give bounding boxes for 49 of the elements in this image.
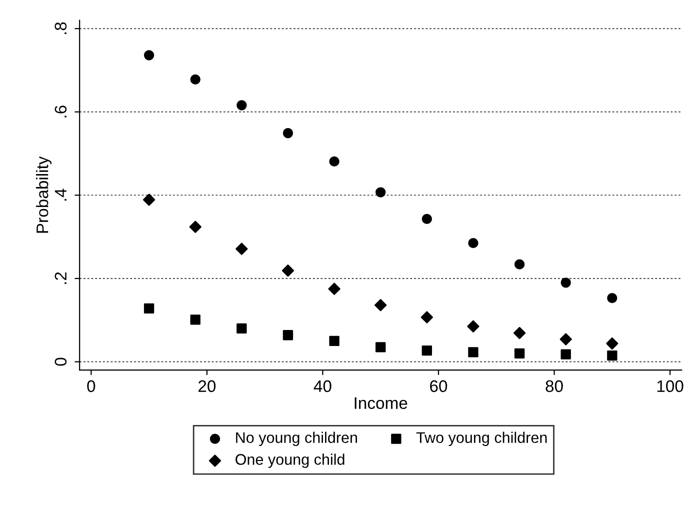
y-tick-label: .8: [54, 22, 67, 34]
point: [560, 349, 571, 360]
point: [282, 264, 294, 277]
y-tick-label: .6: [54, 106, 67, 118]
point: [329, 156, 340, 167]
y-tick-label: 0: [54, 358, 67, 366]
point: [328, 282, 340, 295]
point: [607, 350, 618, 361]
point: [467, 320, 480, 332]
point: [236, 100, 247, 110]
point: [282, 128, 294, 138]
point: [144, 50, 154, 60]
point: [468, 347, 478, 358]
point: [420, 311, 433, 324]
point: [560, 278, 571, 288]
point: [376, 342, 386, 352]
point: [144, 303, 154, 314]
y-axis-title: Probability: [36, 156, 52, 233]
y-tick-label: .2: [54, 272, 66, 284]
legend-label: No young children: [236, 432, 357, 446]
point: [329, 336, 340, 346]
y-tick-label: .4: [54, 188, 66, 201]
legend-label: Two young children: [416, 432, 547, 446]
point: [189, 220, 202, 233]
x-tick-label: 100: [657, 380, 684, 392]
point: [606, 337, 618, 350]
x-axis-title: Income: [354, 397, 408, 409]
point: [236, 242, 248, 255]
point: [142, 194, 156, 206]
point: [236, 323, 247, 334]
point: [560, 333, 572, 346]
point: [468, 238, 478, 248]
point: [513, 326, 526, 340]
point: [190, 314, 200, 325]
x-tick-label: 0: [87, 380, 96, 392]
x-tick-label: 40: [314, 380, 332, 392]
x-tick-label: 20: [198, 380, 216, 392]
point: [514, 348, 525, 359]
point: [514, 259, 525, 270]
point: [374, 299, 387, 312]
point: [607, 292, 618, 304]
point: [190, 74, 200, 85]
x-tick-label: 60: [430, 380, 448, 392]
point: [422, 345, 432, 356]
legend-label: One young child: [236, 454, 344, 468]
point: [422, 214, 432, 224]
point: [282, 330, 294, 340]
x-tick-label: 80: [546, 380, 563, 392]
point: [376, 187, 386, 198]
